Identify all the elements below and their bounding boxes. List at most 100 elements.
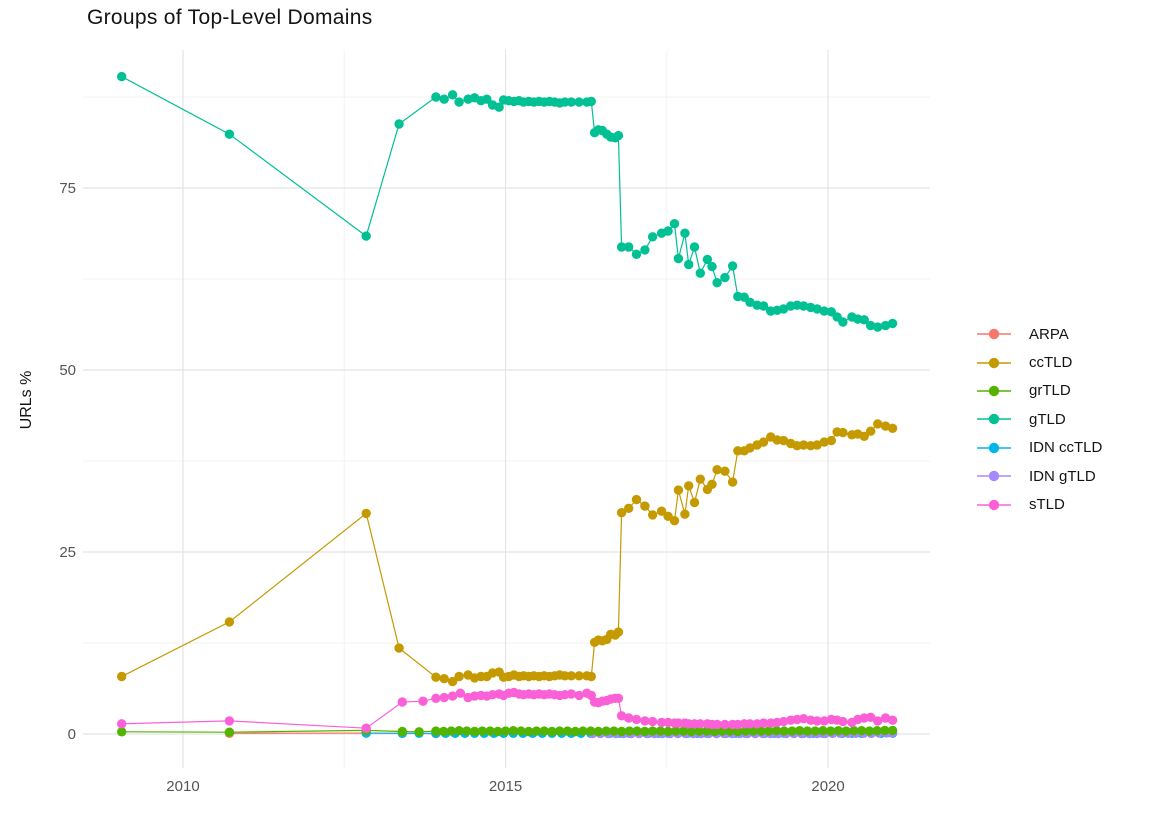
data-point-grTLD <box>671 726 681 736</box>
data-point-sTLD <box>117 719 127 729</box>
data-point-ccTLD <box>394 643 404 653</box>
data-point-sTLD <box>873 716 883 726</box>
data-point-grTLD <box>686 726 696 737</box>
data-point-grTLD <box>117 727 127 737</box>
y-tick-label: 0 <box>68 726 76 743</box>
data-point-grTLD <box>500 726 511 736</box>
legend-key-icon <box>977 442 1011 453</box>
data-point-grTLD <box>841 726 851 736</box>
data-point-grTLD <box>446 726 456 736</box>
y-tick-label: 75 <box>59 180 76 197</box>
data-point-grTLD <box>547 726 557 737</box>
data-point-gTLD <box>631 249 642 259</box>
data-point-ccTLD <box>669 516 680 526</box>
data-point-sTLD <box>887 715 898 725</box>
data-point-ccTLD <box>656 506 667 516</box>
data-point-sTLD <box>624 713 634 723</box>
legend-key-icon <box>977 470 1011 482</box>
data-point-gTLD <box>758 301 769 311</box>
data-point-ccTLD <box>880 421 891 431</box>
data-point-sTLD <box>455 688 466 698</box>
data-point-sTLD <box>712 719 722 730</box>
data-point-grTLD <box>524 726 534 737</box>
data-point-grTLD <box>640 726 650 737</box>
data-point-sTLD <box>838 716 848 727</box>
data-point-sTLD <box>640 716 650 726</box>
data-point-ccTLD <box>684 481 694 491</box>
data-point-gTLD <box>673 253 684 264</box>
data-point-gTLD <box>482 94 492 104</box>
data-point-gTLD <box>586 96 596 107</box>
data-point-grTLD <box>493 726 503 737</box>
x-tick-label: 2015 <box>489 778 522 795</box>
data-point-ccTLD <box>778 435 789 446</box>
data-point-ccTLD <box>859 431 869 441</box>
data-point-gTLD <box>778 304 789 314</box>
legend-item-grTLD: grTLD <box>976 377 1102 405</box>
legend-item-IDN-ccTLD: IDN ccTLD <box>976 434 1102 462</box>
data-point-gTLD <box>702 254 713 265</box>
data-point-ccTLD <box>826 435 836 446</box>
data-point-grTLD <box>531 726 542 736</box>
legend-key-icon <box>977 499 1011 510</box>
legend-item-sTLD: sTLD <box>976 490 1102 518</box>
data-point-grTLD <box>694 726 704 736</box>
data-point-sTLD <box>656 717 667 728</box>
data-point-grTLD <box>880 725 890 736</box>
data-point-grTLD <box>787 726 797 736</box>
x-tick-label: 2020 <box>811 778 844 795</box>
data-point-gTLD <box>613 130 624 141</box>
data-point-gTLD <box>712 278 722 288</box>
data-point-grTLD <box>655 726 666 736</box>
data-point-gTLD <box>494 102 504 112</box>
data-point-ccTLD <box>812 440 822 450</box>
data-point-ccTLD <box>887 423 898 433</box>
data-point-ccTLD <box>689 497 700 508</box>
data-point-ccTLD <box>745 443 755 453</box>
data-point-grTLD <box>826 726 836 736</box>
data-point-grTLD <box>740 726 751 736</box>
data-point-sTLD <box>224 716 235 726</box>
data-point-grTLD <box>663 726 673 737</box>
data-point-grTLD <box>562 726 573 736</box>
data-point-ccTLD <box>361 508 371 519</box>
data-point-grTLD <box>485 726 495 736</box>
legend-key-icon <box>977 328 1011 340</box>
y-tick-label: 50 <box>59 362 76 379</box>
data-point-ccTLD <box>798 440 809 450</box>
data-point-gTLD <box>819 306 829 316</box>
data-point-ccTLD <box>586 671 596 682</box>
data-point-gTLD <box>439 94 449 104</box>
data-point-gTLD <box>745 297 755 307</box>
data-point-gTLD <box>361 231 371 241</box>
data-point-gTLD <box>663 226 673 236</box>
data-point-ccTLD <box>117 671 127 682</box>
x-tick-label: 2010 <box>166 778 199 795</box>
data-point-gTLD <box>695 268 705 278</box>
data-point-gTLD <box>880 320 891 331</box>
data-point-sTLD <box>819 716 829 726</box>
legend-item-ccTLD: ccTLD <box>976 348 1102 376</box>
legend-item-IDN-gTLD: IDN gTLD <box>976 462 1102 490</box>
data-point-gTLD <box>431 92 441 102</box>
data-point-ccTLD <box>616 508 627 518</box>
data-point-gTLD <box>640 245 650 255</box>
legend-label: ccTLD <box>1029 354 1073 372</box>
data-point-gTLD <box>616 242 627 252</box>
data-point-grTLD <box>397 726 407 737</box>
data-point-gTLD <box>224 129 235 139</box>
data-point-gTLD <box>707 261 717 272</box>
data-point-gTLD <box>859 315 869 325</box>
data-point-grTLD <box>616 726 627 737</box>
data-point-grTLD <box>887 725 898 736</box>
y-axis-title: URLs % <box>18 370 35 430</box>
legend-label: IDN gTLD <box>1029 467 1096 485</box>
data-point-grTLD <box>462 726 472 736</box>
data-point-gTLD <box>873 322 883 332</box>
data-point-ccTLD <box>712 465 722 475</box>
data-point-grTLD <box>516 726 526 736</box>
data-point-grTLD <box>733 726 743 737</box>
data-point-grTLD <box>647 726 658 736</box>
legend-label: grTLD <box>1029 382 1071 400</box>
